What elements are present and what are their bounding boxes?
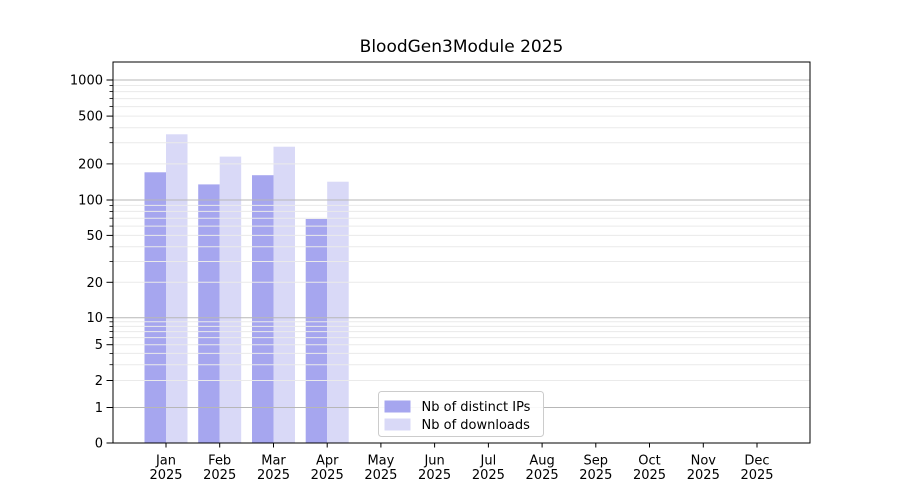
legend-swatch-downloads bbox=[384, 418, 411, 431]
chart-title: BloodGen3Module 2025 bbox=[360, 37, 564, 57]
bar-downloads-apr bbox=[327, 181, 349, 443]
legend-label-downloads: Nb of downloads bbox=[422, 418, 531, 433]
x-axis-tick-label: 2025 bbox=[472, 468, 505, 483]
plot-border bbox=[112, 61, 811, 444]
y-axis-tick-label: 100 bbox=[78, 194, 103, 209]
x-axis-tick-label: Sep bbox=[584, 454, 609, 469]
x-axis-tick-label: Mar bbox=[261, 454, 286, 469]
x-axis-tick-label: Dec bbox=[744, 454, 769, 469]
y-axis-tick-label: 0 bbox=[95, 437, 103, 452]
x-axis-tick-label: 2025 bbox=[687, 468, 720, 483]
bar-downloads-jan bbox=[166, 134, 188, 444]
legend-frame bbox=[378, 391, 544, 437]
x-axis-tick-label: Jul bbox=[480, 454, 497, 469]
y-axis-tick-label: 500 bbox=[78, 110, 103, 125]
bar-distinct-ips-feb bbox=[198, 184, 220, 443]
x-axis-tick-label: Jun bbox=[423, 454, 444, 469]
bar-distinct-ips-jan bbox=[144, 172, 166, 444]
y-axis-tick-label: 5 bbox=[95, 338, 103, 353]
bars bbox=[144, 134, 349, 444]
bar-distinct-ips-mar bbox=[252, 175, 274, 443]
x-axis-tick-label: 2025 bbox=[203, 468, 236, 483]
x-axis-tick-label: 2025 bbox=[740, 468, 773, 483]
x-axis-tick-label: Jan bbox=[155, 454, 176, 469]
x-axis-tick-label: Feb bbox=[208, 454, 231, 469]
x-axis-tick-label: 2025 bbox=[364, 468, 397, 483]
y-axis-tick-label: 1000 bbox=[70, 74, 103, 89]
x-axis-tick-label: 2025 bbox=[579, 468, 612, 483]
x-axis-tick-label: 2025 bbox=[311, 468, 344, 483]
y-axis-tick-label: 1 bbox=[95, 401, 103, 416]
x-axis-tick-label: 2025 bbox=[257, 468, 290, 483]
x-axis-tick-label: Oct bbox=[638, 454, 660, 469]
x-axis-tick-label: 2025 bbox=[418, 468, 451, 483]
y-axis-tick-label: 20 bbox=[86, 276, 103, 291]
legend: Nb of distinct IPs Nb of downloads bbox=[378, 391, 544, 437]
gridlines bbox=[113, 79, 810, 408]
x-axis-tick-label: 2025 bbox=[526, 468, 559, 483]
x-axis-tick-label: 2025 bbox=[149, 468, 182, 483]
y-axis-tick-label: 2 bbox=[95, 374, 103, 389]
x-axis-tick-label: Aug bbox=[529, 454, 554, 469]
y-axis-tick-label: 200 bbox=[78, 157, 103, 172]
y-axis-tick-label: 50 bbox=[86, 229, 103, 244]
legend-swatch-distinct-ips bbox=[384, 400, 411, 413]
legend-label-distinct-ips: Nb of distinct IPs bbox=[422, 400, 531, 415]
x-axis-tick-label: Apr bbox=[316, 454, 339, 469]
x-axis-tick-label: 2025 bbox=[633, 468, 666, 483]
bar-downloads-mar bbox=[273, 146, 295, 443]
y-axis-tick-label: 10 bbox=[86, 311, 103, 326]
x-axis-tick-label: May bbox=[367, 454, 394, 469]
x-axis-tick-label: Nov bbox=[691, 454, 717, 469]
bar-distinct-ips-apr bbox=[305, 219, 328, 443]
bar-downloads-feb bbox=[219, 156, 242, 443]
